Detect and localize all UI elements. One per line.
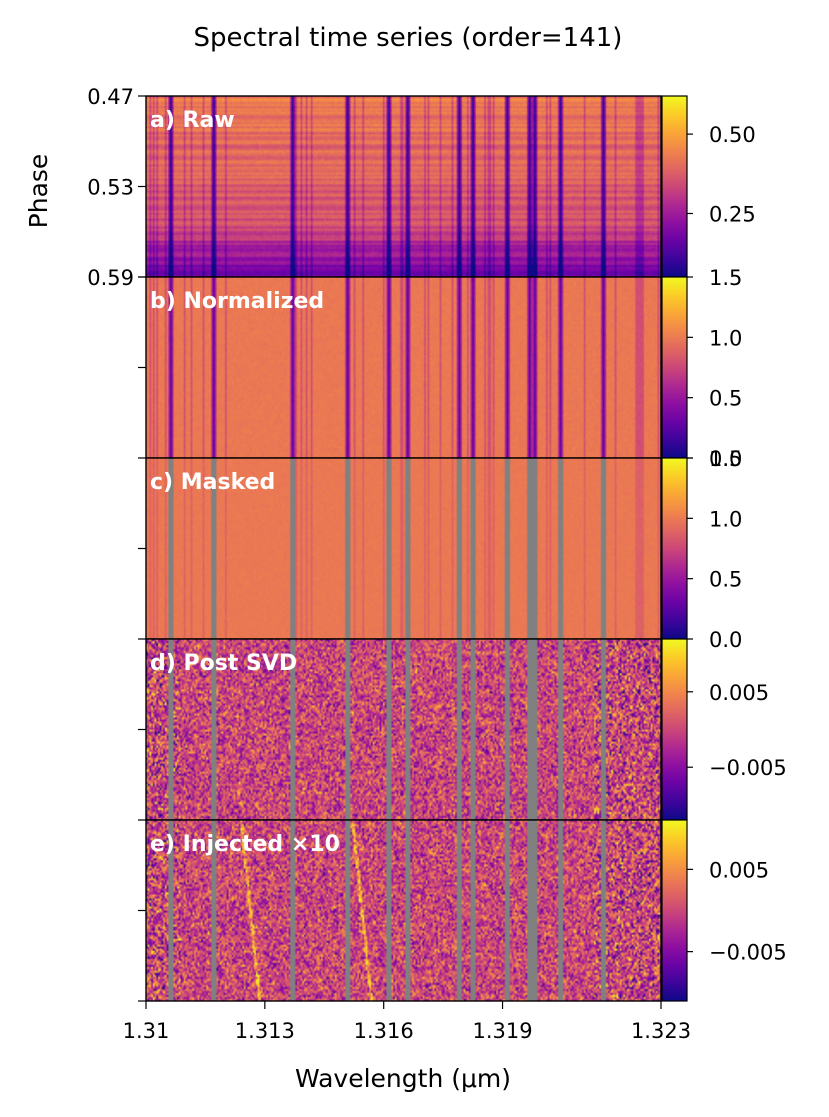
colorbar-tick-label: 0.5 (709, 387, 742, 411)
y-tick-label: 0.59 (87, 266, 134, 290)
x-tick-label: 1.31 (123, 1019, 170, 1043)
colorbar-tick-label: 0.0 (709, 447, 742, 471)
panel-svd: d) Post SVD −0.005 0.005 (138, 638, 787, 821)
x-tick-label: 1.316 (354, 1019, 414, 1043)
panel-normalized: b) Normalized 0.0 0.5 1.0 1.5 (138, 266, 742, 471)
y-tick-label: 0.47 (87, 85, 134, 109)
colorbar-svd (662, 639, 687, 820)
colorbar-tick-label: 1.0 (709, 326, 742, 350)
x-axis: 1.31 1.313 1.316 1.319 1.323 (123, 1001, 691, 1043)
x-tick-label: 1.323 (631, 1019, 691, 1043)
heatmap-masked (146, 458, 661, 639)
heatmap-svd (146, 639, 661, 820)
colorbar-injected (662, 820, 687, 1001)
panel-raw: a) Raw 0.25 0.50 (145, 95, 756, 278)
colorbar-frame (661, 819, 688, 1002)
x-axis-label: Wavelength (μm) (295, 1064, 511, 1093)
heatmap-injected (146, 820, 661, 1001)
colorbar-tick-label: −0.005 (709, 941, 787, 965)
colorbar-tick-label: 0.005 (709, 681, 769, 705)
colorbar-tick-label: 0.25 (709, 202, 756, 226)
colorbar-normalized (662, 277, 687, 458)
colorbar-tick-label: 1.5 (709, 266, 742, 290)
colorbar-tick-label: 0.005 (709, 858, 769, 882)
heatmap-normalized (146, 277, 661, 458)
chart-title: Spectral time series (order=141) (194, 23, 623, 53)
panel-label: a) Raw (150, 108, 235, 133)
colorbar-tick-label: 0.50 (709, 123, 756, 147)
colorbar-tick-label: 1.0 (709, 507, 742, 531)
colorbar-raw (662, 96, 687, 277)
y-axis: 0.47 0.53 0.59 (87, 85, 146, 290)
x-tick-label: 1.319 (472, 1019, 532, 1043)
panel-label: e) Injected ×10 (150, 832, 340, 857)
x-tick-label: 1.313 (235, 1019, 295, 1043)
panel-label: d) Post SVD (150, 651, 297, 676)
heatmap-raw (146, 96, 661, 277)
y-axis-label: Phase (24, 154, 53, 229)
colorbar-tick-label: 1.5 (709, 447, 742, 471)
colorbar-tick-label: −0.005 (709, 756, 787, 780)
panel-label: c) Masked (150, 470, 275, 495)
panel-injected: e) Injected ×10 −0.005 0.005 (138, 819, 787, 1002)
panel-masked: c) Masked 0.0 0.5 1.0 1.5 (138, 447, 742, 652)
colorbar-tick-label: 0.5 (709, 568, 742, 592)
panel-label: b) Normalized (150, 289, 324, 314)
colorbar-masked (662, 458, 687, 639)
colorbar-tick-label: 0.0 (709, 628, 742, 652)
y-tick-label: 0.53 (87, 176, 134, 200)
